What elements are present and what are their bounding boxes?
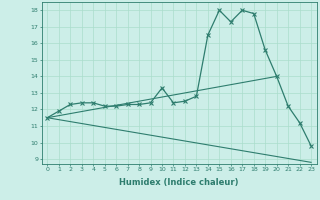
X-axis label: Humidex (Indice chaleur): Humidex (Indice chaleur) [119,178,239,187]
